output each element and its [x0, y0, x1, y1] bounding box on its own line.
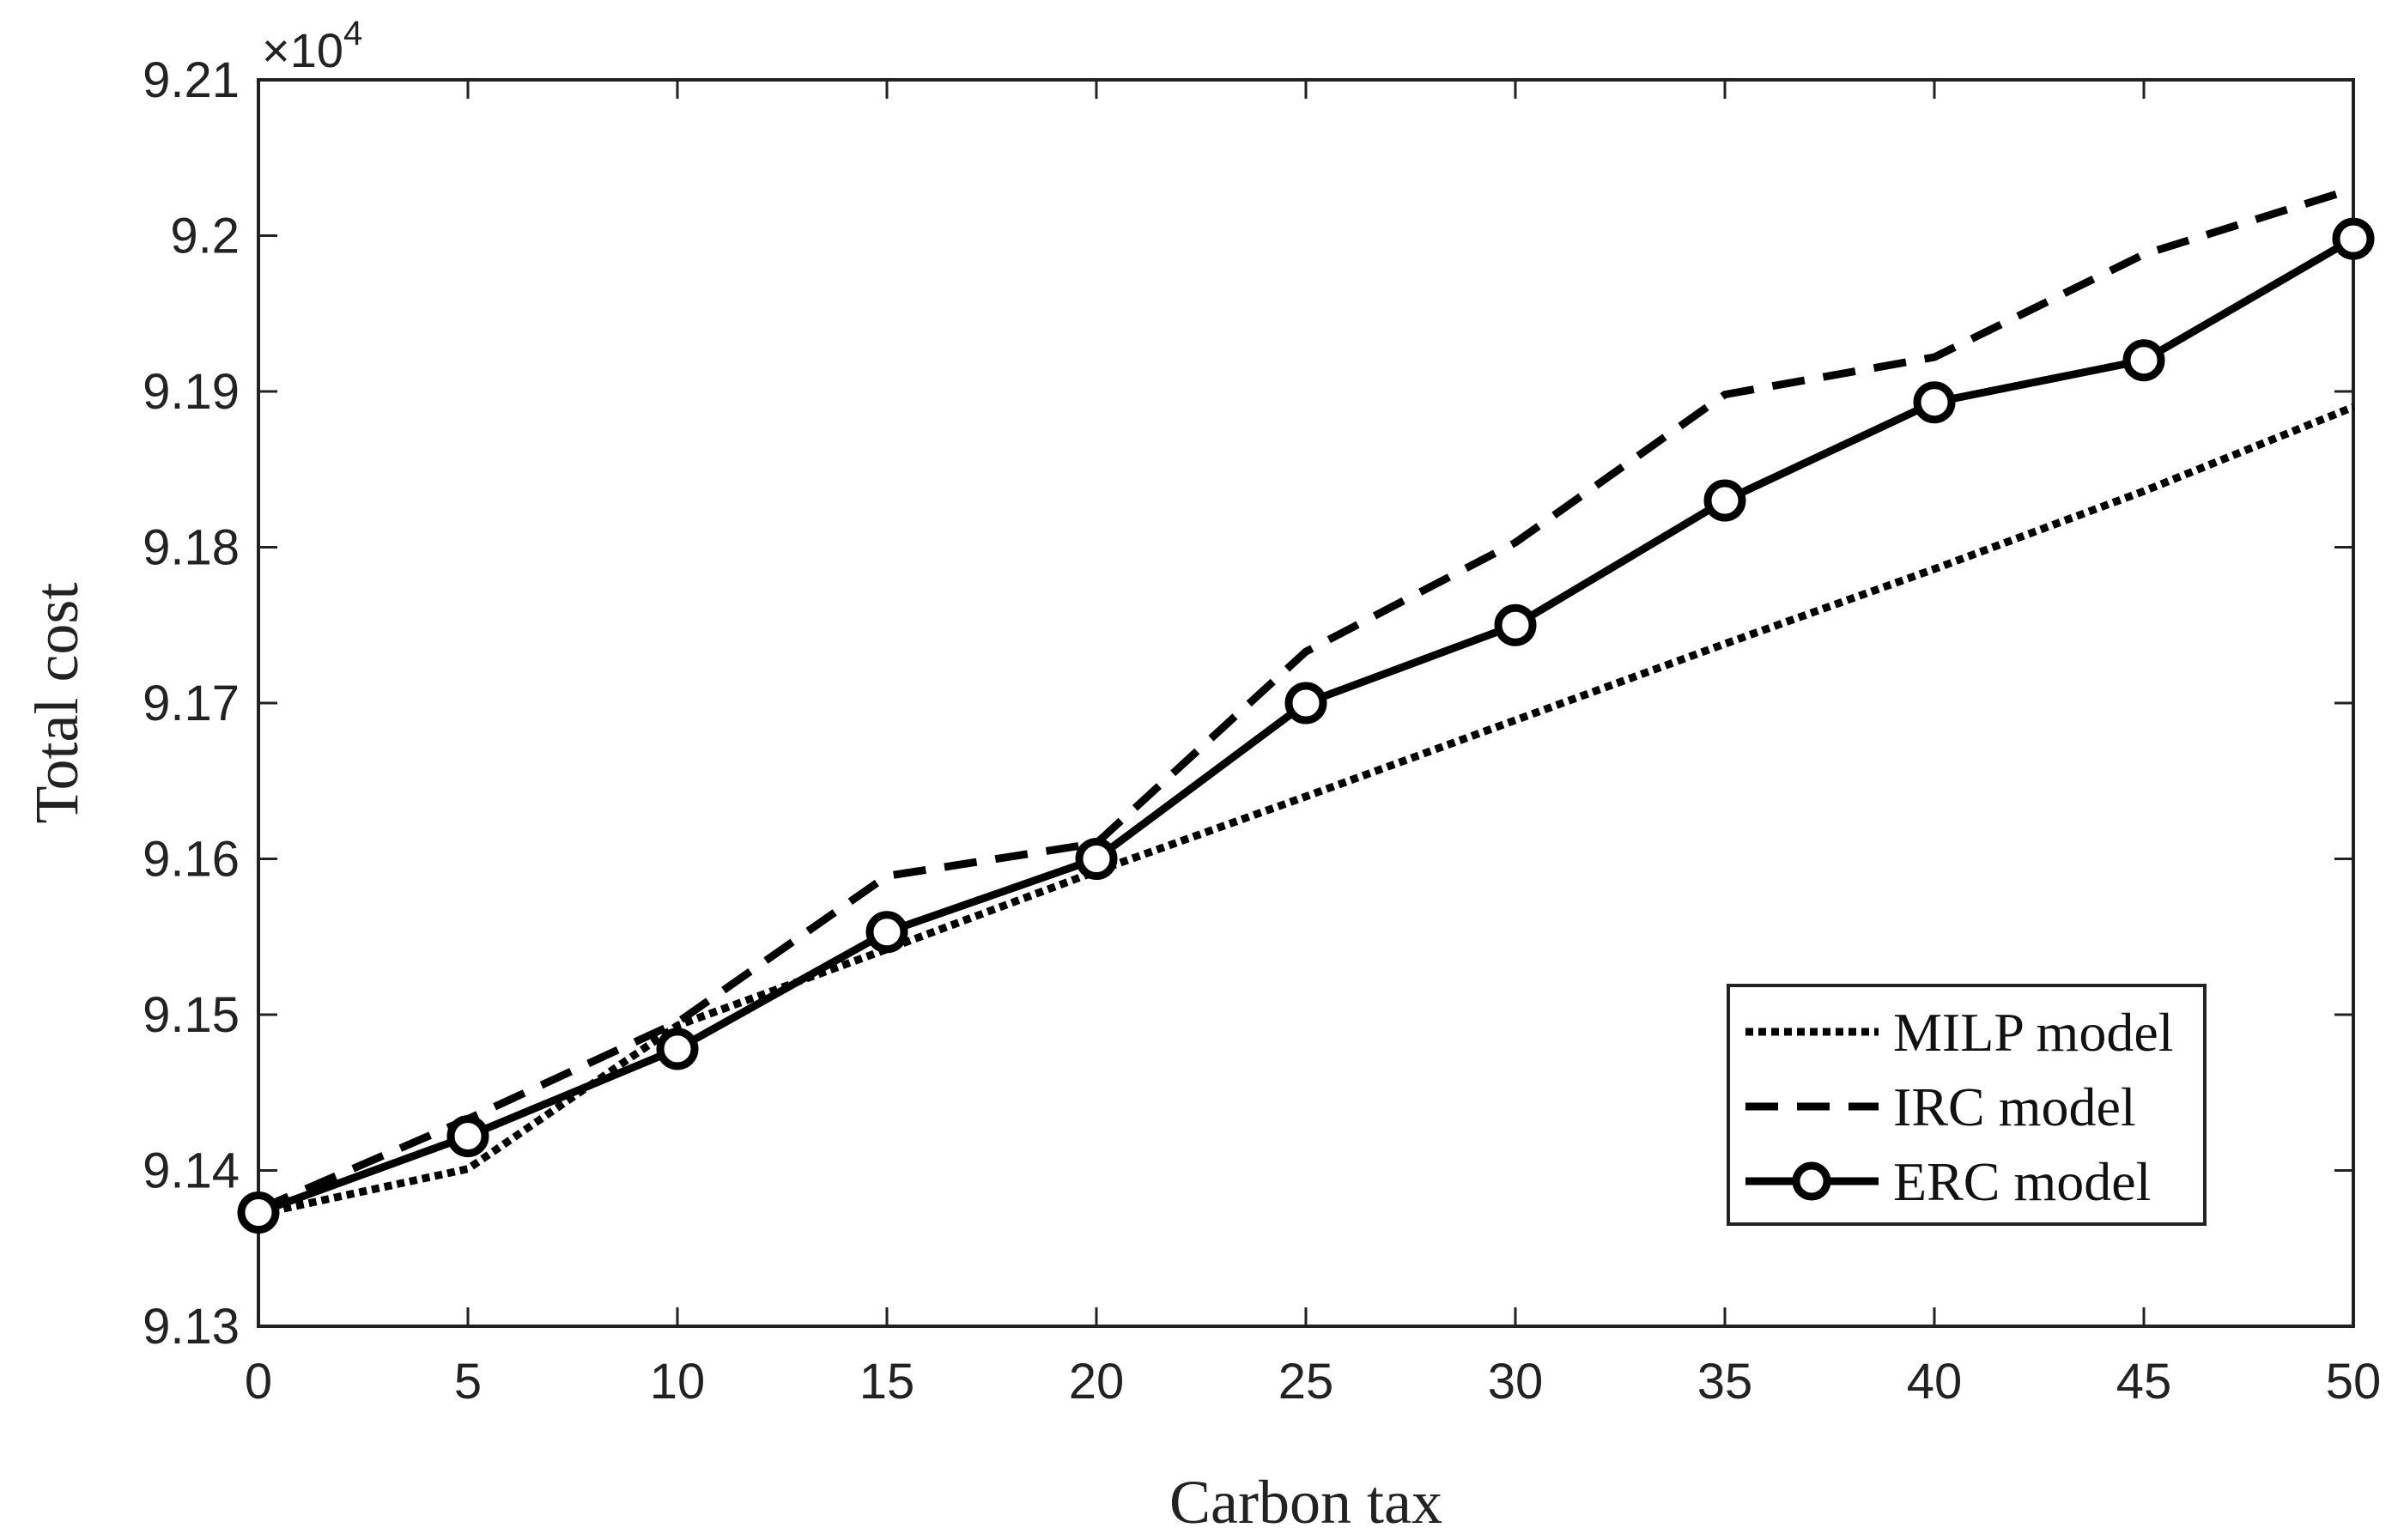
data-point-erc	[1494, 603, 1537, 646]
legend-marker-erc	[1792, 1161, 1831, 1201]
x-tick-label: 40	[1907, 1354, 1963, 1410]
y-tick-label: 9.2	[170, 209, 240, 264]
legend: MILP model IRC model ERC model	[1727, 984, 2207, 1226]
x-tick-label: 45	[2116, 1354, 2172, 1410]
x-tick-label: 15	[859, 1354, 915, 1410]
data-point-erc	[446, 1115, 489, 1158]
x-axis-ticks: 0 5 10 15 20 25 30 35 40 45 50	[245, 80, 2381, 1410]
data-point-erc	[656, 1028, 699, 1070]
data-point-erc	[1075, 838, 1118, 880]
legend-label-irc: IRC model	[1893, 1076, 2136, 1137]
series-layer	[237, 185, 2375, 1234]
data-point-erc	[237, 1191, 280, 1234]
x-axis-label: Carbon tax	[1169, 1468, 1442, 1537]
y-tick-label: 9.19	[143, 364, 240, 420]
y-tick-label: 9.13	[143, 1299, 240, 1355]
y-axis-multiplier: ×104	[262, 15, 362, 77]
x-tick-label: 5	[454, 1354, 482, 1410]
data-point-erc	[1284, 682, 1327, 725]
series-line-milp	[258, 403, 2355, 1218]
x-tick-label: 35	[1697, 1354, 1753, 1410]
y-tick-label: 9.21	[143, 52, 240, 108]
legend-label-milp: MILP model	[1893, 1002, 2174, 1063]
y-tick-label: 9.16	[143, 832, 240, 888]
y-tick-label: 9.14	[143, 1143, 240, 1199]
x-tick-label: 20	[1069, 1354, 1125, 1410]
data-point-erc	[2122, 339, 2165, 382]
x-tick-label: 50	[2326, 1354, 2382, 1410]
x-tick-label: 0	[245, 1354, 272, 1410]
x-tick-label: 30	[1488, 1354, 1544, 1410]
legend-label-erc: ERC model	[1893, 1151, 2151, 1212]
y-tick-label: 9.18	[143, 520, 240, 576]
y-tick-label: 9.17	[143, 676, 240, 731]
y-tick-label: 9.15	[143, 987, 240, 1043]
x-tick-label: 25	[1278, 1354, 1334, 1410]
y-axis-label: Total cost	[22, 583, 91, 824]
y-axis-ticks: 9.13 9.14 9.15 9.16 9.17 9.18 9.19 9.2 9.21	[143, 52, 2353, 1355]
x-tick-label: 10	[650, 1354, 706, 1410]
series-line-irc	[257, 185, 2355, 1214]
data-point-erc	[2332, 217, 2375, 260]
data-point-erc	[865, 911, 908, 954]
data-point-erc	[1913, 381, 1956, 424]
data-point-erc	[1703, 479, 1746, 522]
